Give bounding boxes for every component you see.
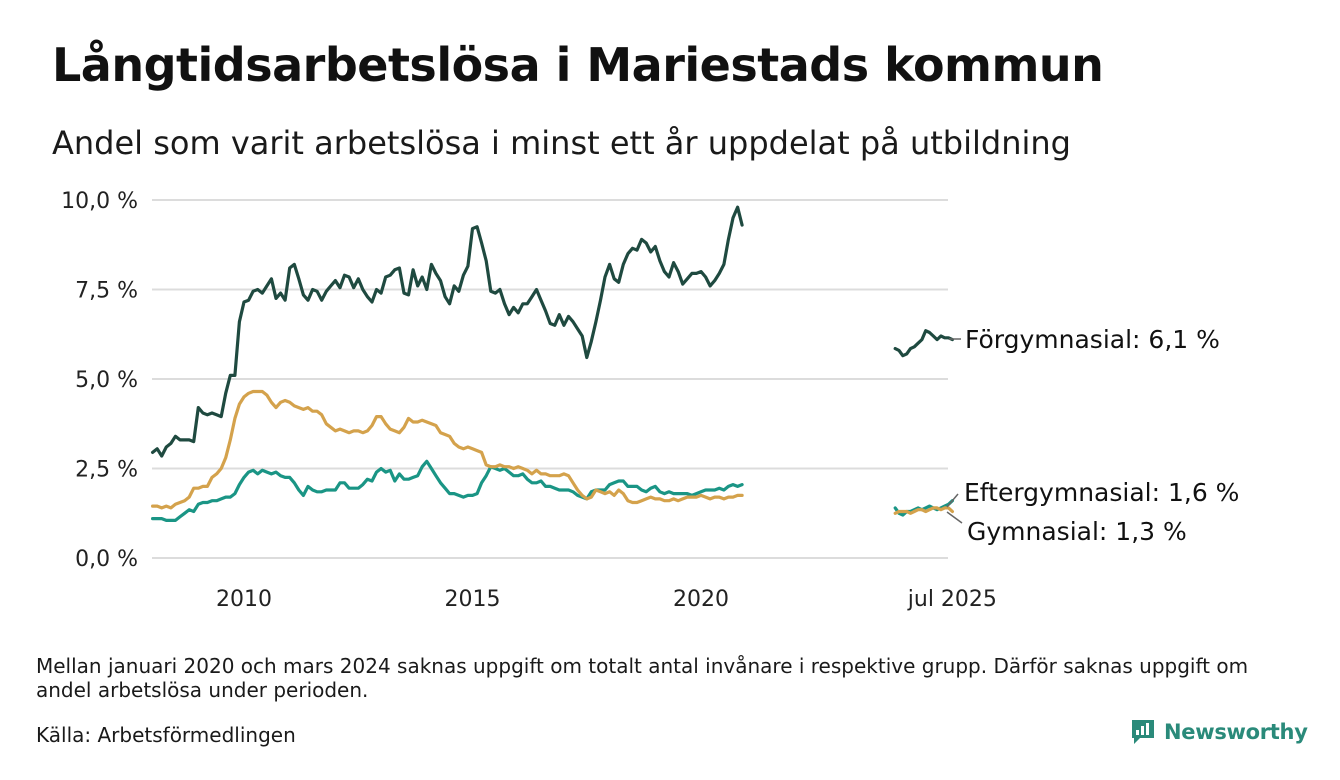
series-end-labels: Förgymnasial: 6,1 % Eftergymnasial: 1,6 %… <box>946 325 1239 546</box>
end-label-forgymnasial: Förgymnasial: 6,1 % <box>965 325 1220 354</box>
y-axis-ticks: 0,0 % 2,5 % 5,0 % 7,5 % 10,0 % <box>61 189 138 572</box>
series-line-eftergymnasial-1 <box>151 459 744 522</box>
grid-lines <box>152 199 948 559</box>
x-tick-label: 2020 <box>673 587 729 612</box>
leader-line-gymnasial <box>946 511 963 524</box>
newsworthy-logo[interactable]: Newsworthy <box>1130 718 1308 746</box>
footnote: Mellan januari 2020 och mars 2024 saknas… <box>36 654 1249 702</box>
y-tick-label: 10,0 % <box>61 189 138 214</box>
end-label-gymnasial: Gymnasial: 1,3 % <box>967 517 1187 546</box>
y-tick-label: 2,5 % <box>75 458 138 483</box>
x-axis-ticks: 2010 2015 2020 jul 2025 <box>216 587 997 612</box>
line-chart: 0,0 % 2,5 % 5,0 % 7,5 % 10,0 % 2010 2015 2020 j… <box>61 189 1239 612</box>
source-credit: Källa: Arbetsförmedlingen <box>36 723 296 747</box>
chart-title: Långtidsarbetslösa i Mariestads kommun <box>52 38 1104 92</box>
y-tick-label: 0,0 % <box>75 547 138 572</box>
x-tick-label: 2010 <box>216 587 272 612</box>
series-line-forgymnasial-1 <box>151 205 744 458</box>
x-tick-label: 2015 <box>445 587 501 612</box>
x-tick-label: jul 2025 <box>907 587 997 612</box>
series-lines <box>151 205 954 522</box>
y-tick-label: 5,0 % <box>75 368 138 393</box>
brand-name: Newsworthy <box>1164 720 1308 744</box>
leader-line-eftergymnasial <box>946 493 959 508</box>
series-line-forgymnasial-2 <box>893 329 954 358</box>
newsworthy-chart-bubble-icon <box>1132 720 1154 744</box>
series-line-gymnasial-2 <box>893 506 954 515</box>
y-tick-label: 7,5 % <box>75 279 138 304</box>
end-label-eftergymnasial: Eftergymnasial: 1,6 % <box>964 478 1239 507</box>
series-line-gymnasial-1 <box>151 389 744 510</box>
chart-subtitle: Andel som varit arbetslösa i minst ett å… <box>52 124 1071 162</box>
series-line-eftergymnasial-2 <box>893 499 954 517</box>
